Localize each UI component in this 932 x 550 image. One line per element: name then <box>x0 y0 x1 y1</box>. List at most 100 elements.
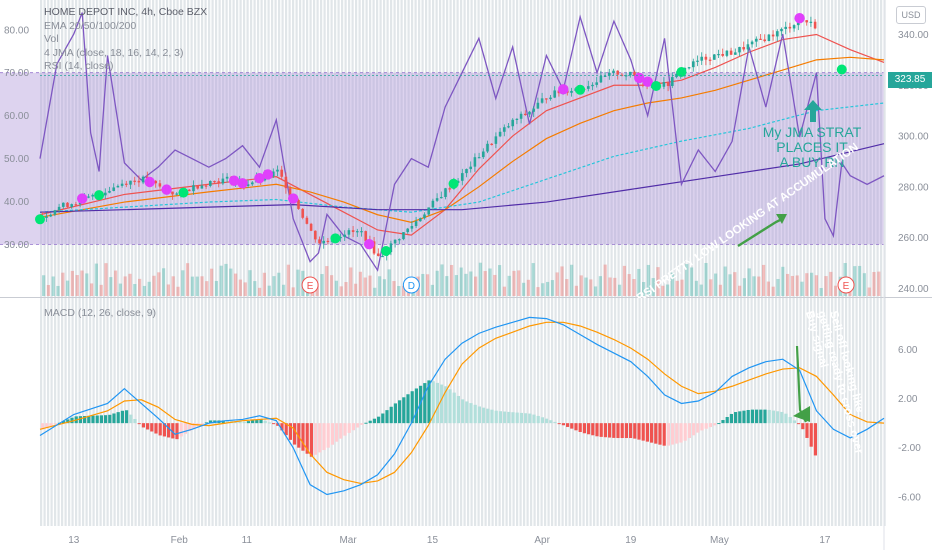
bg-stripe <box>124 0 127 298</box>
volume-bar <box>560 266 564 296</box>
bg-stripe <box>656 298 659 526</box>
candle-body <box>49 214 52 217</box>
bg-stripe <box>54 298 57 526</box>
macd-histogram-bar <box>91 415 95 424</box>
bg-stripe <box>568 298 571 526</box>
bg-stripe <box>565 298 568 526</box>
candle-body <box>66 202 69 207</box>
candle-body <box>448 188 451 190</box>
volume-bar <box>853 266 857 296</box>
macd-histogram-bar <box>364 422 368 424</box>
bg-stripe <box>281 298 284 526</box>
bg-stripe <box>722 298 725 526</box>
candle-body <box>767 34 771 42</box>
volume-bar <box>675 280 679 296</box>
macd-histogram-bar <box>125 410 129 424</box>
bg-stripe <box>834 0 837 298</box>
bg-stripe <box>264 0 267 298</box>
candle-body <box>738 47 741 53</box>
candle-body <box>129 180 132 185</box>
volume-bar <box>584 277 588 296</box>
bg-stripe <box>407 0 410 298</box>
bg-stripe <box>701 298 704 526</box>
bg-stripe <box>638 0 641 298</box>
bg-stripe <box>481 0 484 298</box>
bg-stripe <box>649 298 652 526</box>
macd-histogram-bar <box>398 400 402 424</box>
macd-histogram-bar <box>469 403 473 424</box>
bg-stripe <box>694 298 697 526</box>
macd-histogram-bar <box>440 384 444 424</box>
candle-body <box>53 210 57 215</box>
bg-stripe <box>106 298 109 526</box>
bg-stripe <box>302 298 305 526</box>
macd-pane[interactable]: 6.00 2.00 -2.00 -6.00 13 Feb 11 Mar 15 Apr 19 May 17… <box>0 298 932 550</box>
jma-sell-marker <box>794 13 805 24</box>
bg-stripe <box>362 298 365 526</box>
jma-buy-marker <box>836 64 847 75</box>
macd-histogram-bar <box>435 382 439 424</box>
bg-stripe <box>89 0 92 298</box>
bg-stripe <box>810 298 813 526</box>
macd-histogram-bar <box>734 412 738 424</box>
legend-vol: Vol <box>44 33 59 45</box>
bg-stripe <box>813 0 816 298</box>
currency-badge[interactable]: USD <box>896 6 926 24</box>
bg-stripe <box>733 0 736 298</box>
macd-histogram-bar <box>587 423 591 435</box>
bg-stripe <box>400 0 403 298</box>
bg-stripe <box>208 0 211 298</box>
volume-bar <box>42 275 46 296</box>
candle-body <box>427 207 430 215</box>
price-pane[interactable]: 340.00320.00300.00280.00260.00240.0080.0… <box>0 0 932 298</box>
x-axis-tick: May <box>710 535 729 546</box>
volume-bar <box>579 275 583 296</box>
bg-stripe <box>355 298 358 526</box>
bg-stripe <box>488 0 491 298</box>
bg-stripe <box>386 0 389 298</box>
bg-stripe <box>421 0 424 298</box>
bg-stripe <box>313 298 316 526</box>
bg-stripe <box>148 298 151 526</box>
volume-bar <box>603 264 607 296</box>
macd-histogram-bar <box>679 423 683 443</box>
candle-body <box>792 25 796 29</box>
volume-bar <box>670 272 674 296</box>
bg-stripe <box>670 0 673 298</box>
volume-bar <box>334 280 338 296</box>
bg-stripe <box>316 298 319 526</box>
bg-stripe <box>603 298 606 526</box>
bg-stripe <box>358 0 361 298</box>
volume-bar <box>565 279 569 296</box>
candle-body <box>284 176 288 189</box>
bg-stripe <box>299 0 302 298</box>
bg-stripe <box>218 0 221 298</box>
macd-histogram-bar <box>360 423 364 425</box>
bg-stripe <box>603 0 606 298</box>
bg-stripe <box>47 0 50 298</box>
bg-stripe <box>127 298 130 526</box>
macd-histogram-bar <box>351 423 355 431</box>
bg-stripe <box>663 298 666 526</box>
macd-histogram-bar <box>175 423 179 440</box>
bg-stripe <box>183 0 186 298</box>
bg-stripe <box>404 0 407 298</box>
bg-stripe <box>712 0 715 298</box>
candle-body <box>377 253 380 256</box>
volume-bar <box>229 268 233 296</box>
volume-bar <box>834 285 838 296</box>
macd-histogram-bar <box>717 423 721 425</box>
macd-histogram-bar <box>326 423 330 448</box>
price-axis-tick: 280.00 <box>898 182 929 193</box>
volume-bar <box>224 263 228 296</box>
candle-body <box>469 166 472 170</box>
rsi-axis-tick: 50.00 <box>4 154 29 165</box>
bg-stripe <box>687 298 690 526</box>
price-axis-tick: 300.00 <box>898 132 929 143</box>
volume-bar <box>243 282 247 296</box>
macd-histogram-bar <box>755 409 759 424</box>
volume-bar <box>872 271 876 296</box>
macd-histogram-bar <box>549 420 553 424</box>
macd-axis-tick: -6.00 <box>898 492 921 503</box>
volume-bar <box>618 284 622 296</box>
